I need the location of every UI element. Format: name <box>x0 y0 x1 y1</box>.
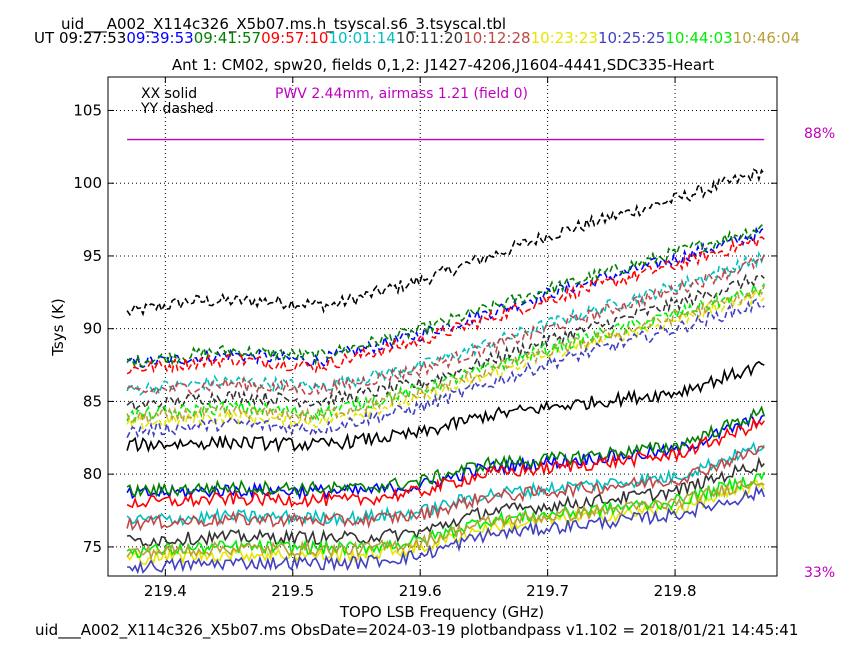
legend-solid-label: XX solid <box>141 86 197 102</box>
plot-frame <box>107 76 778 577</box>
ut-time-row: UT 09:27:5309:39:5309:41:5709:57:1010:01… <box>34 29 800 47</box>
y-tick-label: 75 <box>83 538 102 556</box>
ut-time-label: 09:39:53 <box>126 29 193 47</box>
y-tick-label: 105 <box>73 101 102 119</box>
y-tick-label: 90 <box>83 320 102 338</box>
chart-title: Ant 1: CM02, spw20, fields 0,1,2: J1427-… <box>172 56 714 74</box>
series-line <box>126 298 765 439</box>
ut-time-label: 09:57:10 <box>261 29 328 47</box>
series-group <box>126 168 766 575</box>
series-line <box>126 445 765 532</box>
x-axis: 219.4 219.5 219.6 219.7 219.8 <box>144 77 697 600</box>
ut-time-label: 10:25:25 <box>598 29 665 47</box>
ut-time-label: 10:23:23 <box>531 29 598 47</box>
ut-time-label: 10:11:20 <box>396 29 463 47</box>
ut-time-label: 10:12:28 <box>463 29 530 47</box>
series-line <box>126 480 765 562</box>
series-line <box>126 456 765 547</box>
series-line <box>127 484 766 575</box>
series-line <box>126 471 766 558</box>
footer-text: uid___A002_X114c326_X5b07.ms ObsDate=202… <box>35 621 798 640</box>
file-title: uid___A002_X114c326_X5b07.ms.h_tsyscal.s… <box>61 15 506 34</box>
y-tick-label: 80 <box>83 465 102 483</box>
series-line <box>126 254 766 396</box>
ut-prefix: UT <box>34 29 55 47</box>
atm-bottom-label: 33% <box>804 565 835 581</box>
y-axis: 75 80 85 90 95 100 105 <box>73 101 777 556</box>
ut-time-label: 10:46:04 <box>733 29 800 47</box>
series-line <box>126 289 765 431</box>
ut-time-label: 10:44:03 <box>665 29 732 47</box>
y-tick-label: 85 <box>83 392 102 410</box>
x-tick-label: 219.6 <box>399 582 442 600</box>
y-tick-label: 95 <box>83 247 102 265</box>
y-tick-label: 100 <box>73 174 102 192</box>
x-tick-label: 219.7 <box>526 582 569 600</box>
ut-time-label: 09:41:57 <box>194 29 261 47</box>
x-tick-label: 219.8 <box>654 582 697 600</box>
ut-time-label: 10:01:14 <box>328 29 395 47</box>
x-axis-label: TOPO LSB Frequency (GHz) <box>339 603 544 621</box>
pwv-annotation: PWV 2.44mm, airmass 1.21 (field 0) <box>275 86 528 102</box>
series-line <box>126 416 765 509</box>
y-axis-label: Tsys (K) <box>49 298 67 357</box>
series-line <box>126 360 765 453</box>
atm-top-label: 88% <box>804 126 835 142</box>
legend-dashed-label: YY dashed <box>140 101 214 117</box>
series-line <box>126 224 765 370</box>
series-line <box>126 250 766 396</box>
series-line <box>126 168 765 317</box>
x-tick-label: 219.4 <box>144 582 187 600</box>
ut-time-label: 09:27:53 <box>59 29 126 47</box>
x-tick-label: 219.5 <box>271 582 314 600</box>
series-line <box>126 236 765 375</box>
series-line <box>126 284 766 426</box>
series-line <box>126 282 765 424</box>
series-line <box>126 413 765 501</box>
series-line <box>126 405 766 498</box>
series-line <box>126 441 765 527</box>
